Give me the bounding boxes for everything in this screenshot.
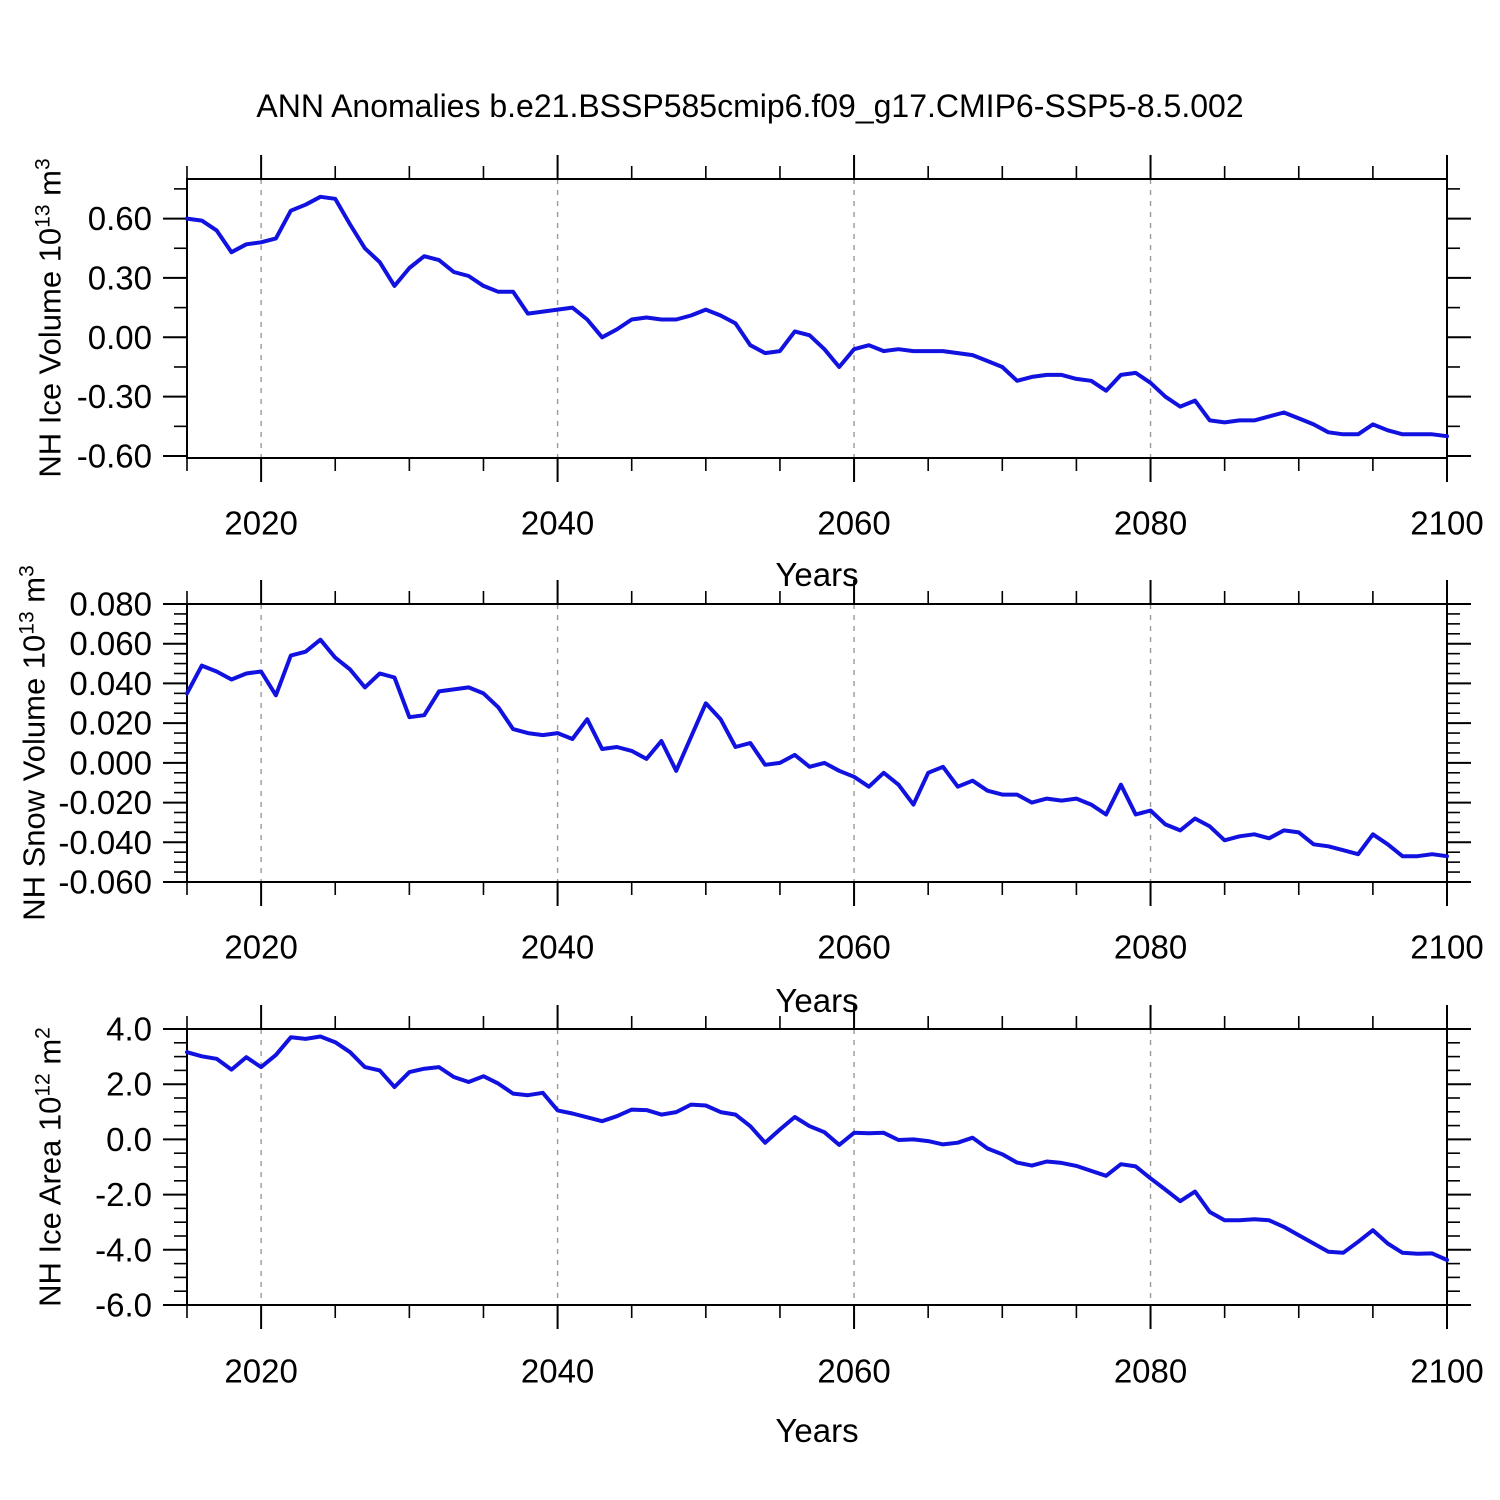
tick-label: 2080	[1114, 929, 1187, 966]
ylabel-text: NH Snow Volume 10	[16, 634, 52, 921]
ylabel-unit-exponent: 2	[31, 1027, 55, 1039]
tick-label: 2020	[224, 929, 297, 966]
tick-label: 0.080	[69, 586, 152, 623]
gridlines	[260, 179, 1152, 458]
axis-tick-labels: 2020 2040 2060 2080 2100 0.60 0.30 0.00 -0.30 -0.…	[77, 200, 1484, 541]
y-ticks	[163, 188, 1471, 458]
tick-label: 2.0	[106, 1066, 152, 1103]
tick-label: -4.0	[95, 1231, 152, 1268]
tick-label: 0.060	[69, 625, 152, 662]
tick-label: 2060	[817, 1353, 890, 1390]
ylabel-unit: m	[32, 1038, 68, 1074]
tick-label: 2060	[817, 929, 890, 966]
tick-label: 2100	[1410, 1353, 1483, 1390]
tick-label: 0.60	[88, 200, 152, 237]
y-ticks	[163, 1028, 1471, 1306]
plot-ice-area: 2020 2040 2060 2080 2100 4.0 2.0 0.0 -2.0 -4.0 -6.…	[95, 1005, 1484, 1390]
x-axis-label-top: Years	[775, 556, 859, 593]
tick-label: -0.60	[77, 438, 152, 475]
tick-label: 0.000	[69, 744, 152, 781]
plot-frame	[186, 603, 1448, 883]
ylabel-exponent: 12	[31, 1073, 55, 1097]
tick-label: 2020	[224, 505, 297, 542]
tick-label: 2060	[817, 505, 890, 542]
plot-frame	[186, 178, 1448, 459]
series-line-snow-volume	[185, 637, 1449, 859]
ylabel-unit: m	[16, 576, 52, 612]
series-line-ice-volume	[185, 194, 1449, 439]
gridlines	[260, 1029, 1152, 1305]
axis-tick-labels: 2020 2040 2060 2080 2100 4.0 2.0 0.0 -2.0 -4.0 -6.…	[95, 1011, 1484, 1390]
tick-label: -6.0	[95, 1287, 152, 1324]
tick-label: 0.0	[106, 1121, 152, 1158]
tick-label: 2040	[521, 1353, 594, 1390]
tick-label: 2080	[1114, 505, 1187, 542]
tick-label: -2.0	[95, 1176, 152, 1213]
tick-label: 0.30	[88, 259, 152, 296]
tick-label: 0.040	[69, 665, 152, 702]
ylabel-exponent: 13	[15, 611, 39, 635]
tick-label: 2040	[521, 505, 594, 542]
tick-label: -0.30	[77, 378, 152, 415]
tick-label: 0.020	[69, 705, 152, 742]
tick-label: 2040	[521, 929, 594, 966]
x-ticks	[186, 155, 1448, 482]
y-ticks	[163, 603, 1471, 883]
series-line-ice-area	[185, 1034, 1449, 1262]
ylabel-text: NH Ice Area 10	[32, 1096, 68, 1307]
tick-label: -0.040	[58, 824, 152, 861]
tick-label: -0.020	[58, 784, 152, 821]
figure-title: ANN Anomalies b.e21.BSSP585cmip6.f09_g17…	[256, 88, 1244, 124]
axis-tick-labels: 2020 2040 2060 2080 2100 0.0800.0600.0400.020…	[58, 586, 1483, 966]
x-axis-label-middle: Years	[775, 982, 859, 1019]
y-axis-label-ice-volume: NH Ice Volume 1013 m3	[31, 158, 68, 477]
tick-label: 4.0	[106, 1011, 152, 1048]
tick-label: 0.00	[88, 319, 152, 356]
plot-frame	[186, 1028, 1448, 1306]
x-ticks	[186, 580, 1448, 906]
ylabel-unit-exponent: 3	[15, 565, 39, 577]
tick-label: 2020	[224, 1353, 297, 1390]
x-ticks	[186, 1005, 1448, 1329]
tick-label: -0.060	[58, 864, 152, 901]
plot-snow-volume: 2020 2040 2060 2080 2100 0.0800.0600.0400.020…	[58, 580, 1484, 966]
tick-label: 2100	[1410, 505, 1483, 542]
ylabel-text: NH Ice Volume 10	[32, 227, 68, 478]
gridlines	[260, 604, 1152, 882]
tick-label: 2080	[1114, 1353, 1187, 1390]
plot-ice-volume: 2020 2040 2060 2080 2100 0.60 0.30 0.00 -0.30 -0.…	[77, 155, 1484, 542]
y-axis-label-ice-area: NH Ice Area 1012 m2	[31, 1027, 68, 1307]
ylabel-exponent: 13	[31, 204, 55, 228]
ylabel-unit-exponent: 3	[31, 158, 55, 171]
tick-label: 2100	[1410, 929, 1483, 966]
y-axis-label-snow-volume: NH Snow Volume 1013 m3	[15, 565, 52, 921]
x-axis-label-bottom: Years	[775, 1412, 859, 1449]
ylabel-unit: m	[32, 170, 68, 205]
